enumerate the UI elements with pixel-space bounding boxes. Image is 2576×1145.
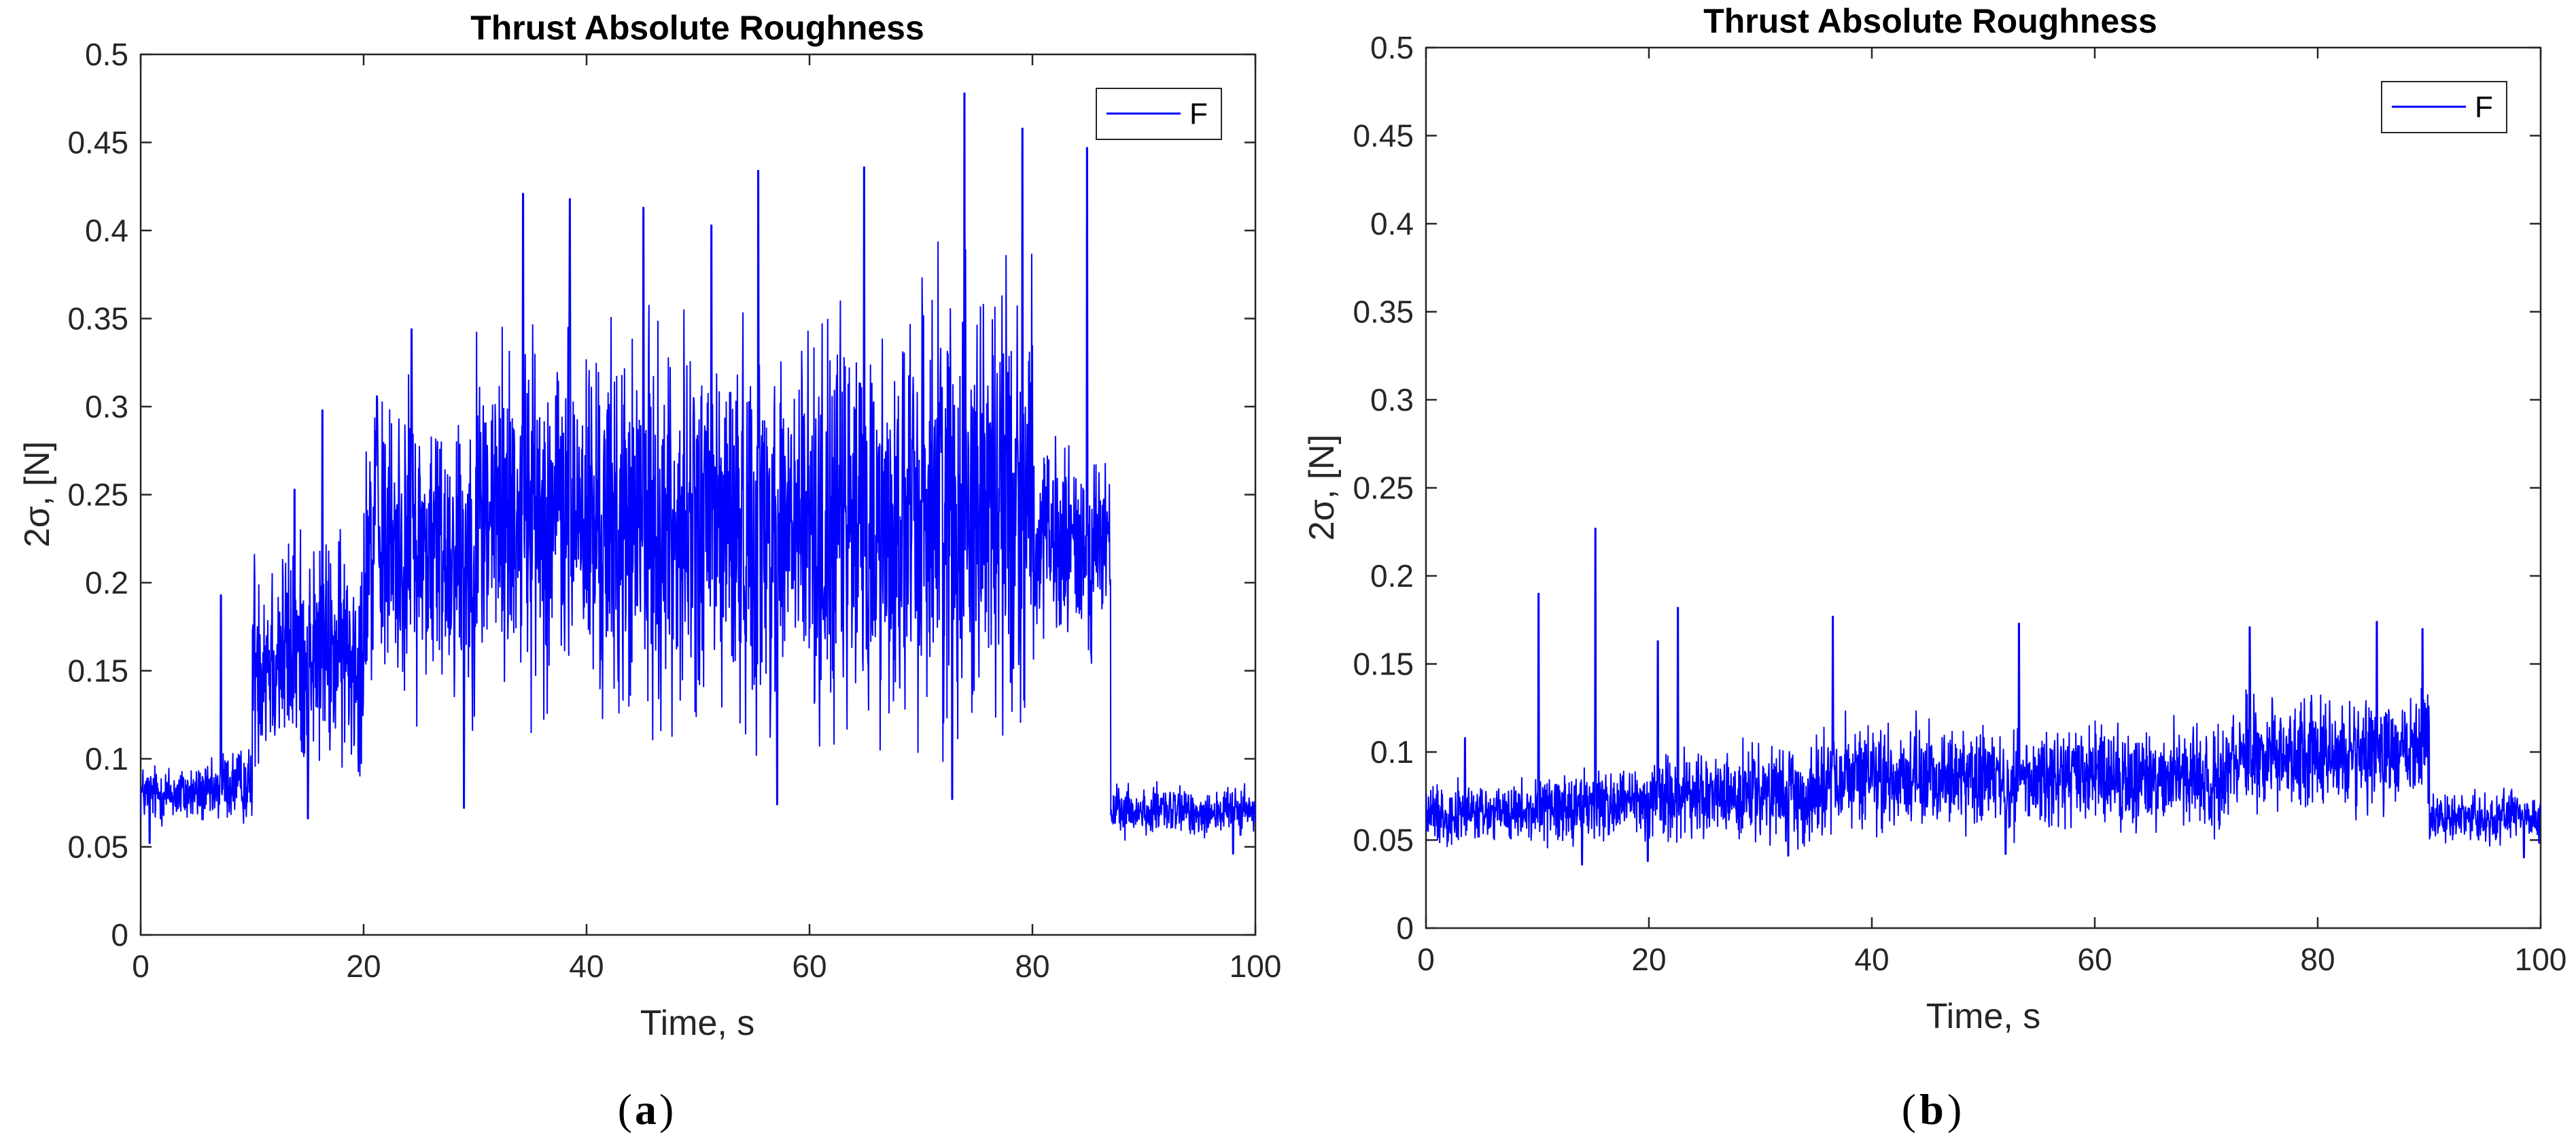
y-tick-label: 0 <box>111 917 128 953</box>
x-axis-b: 0 20 40 60 80 100 <box>1417 48 2566 977</box>
y-tick-label: 0 <box>1396 910 1414 946</box>
chart-title-a: Thrust Absolute Roughness <box>470 9 924 47</box>
y-tick-label: 0.15 <box>1353 647 1414 682</box>
y-tick-label: 0.1 <box>85 741 128 776</box>
panel-label-a-close: ) <box>659 1085 674 1133</box>
x-tick-label: 100 <box>1230 949 1282 984</box>
panel-label-a: a <box>635 1085 657 1133</box>
x-axis-a: 0 20 40 60 80 100 <box>132 54 1281 984</box>
x-tick-label: 60 <box>2077 942 2112 977</box>
chart-panel-a: Thrust Absolute Roughness 0 0.05 0.1 0.15 0.… <box>18 9 1281 1133</box>
x-tick-label: 0 <box>1417 942 1435 977</box>
panel-label-a-open: ( <box>618 1085 632 1133</box>
x-tick-label: 0 <box>132 949 150 984</box>
panel-label-b-open: ( <box>1902 1085 1916 1133</box>
series-line-f-b <box>1426 528 2541 866</box>
panel-label-b: b <box>1919 1085 1944 1133</box>
x-axis-label-b: Time, s <box>1926 997 2041 1036</box>
x-tick-label: 20 <box>1631 942 1666 977</box>
x-tick-label: 20 <box>346 949 381 984</box>
y-tick-label: 0.45 <box>67 125 128 160</box>
legend-label-f-b: F <box>2475 90 2493 124</box>
panel-label-b-close: ) <box>1947 1085 1962 1133</box>
x-tick-label: 40 <box>1854 942 1889 977</box>
y-tick-label: 0.3 <box>85 389 128 424</box>
y-tick-label: 0.05 <box>67 830 128 865</box>
x-tick-label: 100 <box>2515 942 2567 977</box>
legend-b: F <box>2381 81 2507 133</box>
y-tick-label: 0.4 <box>85 213 128 248</box>
x-axis-label-a: Time, s <box>640 1004 755 1043</box>
y-tick-label: 0.25 <box>1353 471 1414 506</box>
y-axis-label-a: 2σ, [N] <box>18 441 57 547</box>
chart-title-b: Thrust Absolute Roughness <box>1703 2 2157 40</box>
x-tick-label: 80 <box>2300 942 2335 977</box>
y-tick-label: 0.1 <box>1370 734 1414 770</box>
y-tick-label: 0.2 <box>1370 558 1414 594</box>
y-axis-a: 0 0.05 0.1 0.15 0.2 0.25 0.3 0.35 0.4 0.45 0.5 <box>67 37 1255 953</box>
x-tick-label: 80 <box>1015 949 1049 984</box>
y-axis-b: 0 0.05 0.1 0.15 0.2 0.25 0.3 0.35 0.4 0.45 0.5 <box>1353 30 2541 946</box>
series-line-f-a <box>141 92 1255 855</box>
x-tick-label: 60 <box>792 949 826 984</box>
y-tick-label: 0.25 <box>67 477 128 513</box>
chart-panel-b: Thrust Absolute Roughness 0 0.05 0.1 0.15 0.… <box>1302 2 2566 1133</box>
y-tick-label: 0.35 <box>1353 294 1414 330</box>
y-tick-label: 0.4 <box>1370 206 1414 241</box>
y-tick-label: 0.2 <box>85 565 128 600</box>
legend-a: F <box>1096 88 1222 140</box>
legend-label-f-a: F <box>1189 97 1208 131</box>
y-tick-label: 0.5 <box>85 37 128 72</box>
y-axis-label-b: 2σ, [N] <box>1302 434 1342 541</box>
y-tick-label: 0.5 <box>1370 30 1414 65</box>
y-tick-label: 0.3 <box>1370 382 1414 417</box>
y-tick-label: 0.15 <box>67 653 128 689</box>
y-tick-label: 0.05 <box>1353 823 1414 858</box>
x-tick-label: 40 <box>569 949 604 984</box>
y-tick-label: 0.35 <box>67 301 128 337</box>
y-tick-label: 0.45 <box>1353 118 1414 154</box>
